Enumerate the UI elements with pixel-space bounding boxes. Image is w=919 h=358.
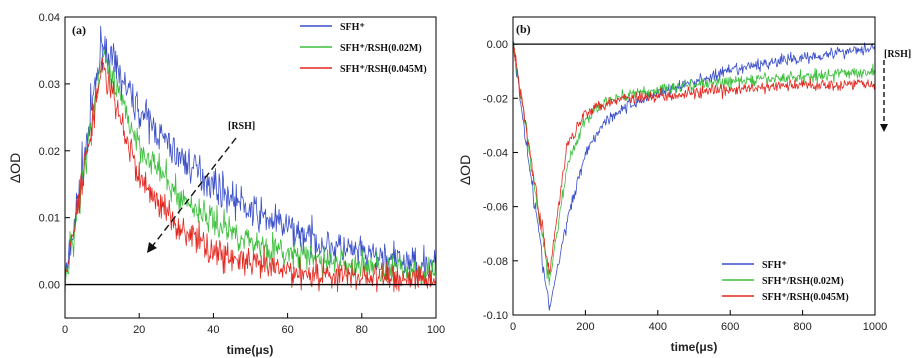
panel-b-legend: SFH⁺ SFH⁺/RSH(0.02M) SFH⁺/RSH(0.045M) [722,260,849,303]
panel-b-rsh-label: [RSH] [884,49,911,60]
panel-a-frame [64,16,437,319]
panel-b-x-tick-label: 0 [510,321,516,333]
panel-a-x-tick-label: 80 [356,324,368,336]
panel-b-series-line-0 [513,41,875,311]
panel-b-annotation: [RSH] [880,49,911,132]
panel-a-x-tick-label: 100 [427,324,445,336]
panel-b-y-tick-label: -0.10 [483,310,508,322]
panel-b-y-tick-label: -0.08 [483,256,508,268]
panel-b-frame [512,16,876,316]
panel-b-x-tick-label: 800 [793,321,811,333]
panel-a-x-tick-label: 60 [281,324,293,336]
panel-b-x-axis-title: time(μs) [671,340,718,354]
panel-a-series-group [65,25,436,297]
panel-a-y-tick-label: 0.00 [39,280,60,292]
panel-b-y-tick-label: -0.06 [483,202,508,214]
panel-a-series-line-0 [65,25,436,297]
panel-b: 0 200 400 600 800 1000 0.00 -0.02 -0.04 -0.06 -0.0… [457,16,911,354]
panel-b-legend-label-1: SFH⁺/RSH(0.02M) [762,276,844,287]
panel-b-rsh-arrowhead [880,124,888,132]
panel-a-axes: 0 20 40 60 80 100 0.00 0.01 0.02 0.03 0.04 [39,12,446,336]
panel-a-rsh-arrow [150,137,237,249]
panel-a-series-line-1 [65,49,436,287]
panel-a-x-tick-label: 40 [207,324,219,336]
panel-a-y-axis-title: ΔOD [7,153,23,183]
panel-a: 0 20 40 60 80 100 0.00 0.01 0.02 0.03 0.04 (a) tim… [7,12,445,357]
panel-a-x-axis-title: time(μs) [227,343,274,357]
panel-b-x-tick-label: 400 [649,321,667,333]
panel-b-axes: 0 200 400 600 800 1000 0.00 -0.02 -0.04 -0.06 -0.0… [483,16,887,333]
panel-a-rsh-label: [RSH] [228,121,255,132]
panel-b-x-tick-label: 1000 [863,321,887,333]
panel-a-y-tick-label: 0.01 [39,213,60,225]
panel-b-legend-label-0: SFH⁺ [762,260,787,271]
panel-b-x-tick-label: 600 [721,321,739,333]
panel-a-legend-label-1: SFH⁺/RSH(0.02M) [340,43,422,54]
panel-b-y-tick-label: -0.04 [483,147,508,159]
panel-b-series-line-1 [513,43,875,286]
panel-a-legend-label-2: SFH⁺/RSH(0.045M) [340,64,427,75]
panel-b-y-tick-label: -0.02 [483,93,508,105]
panel-b-legend-label-2: SFH⁺/RSH(0.045M) [762,292,849,303]
panel-a-legend: SFH⁺ SFH⁺/RSH(0.02M) SFH⁺/RSH(0.045M) [300,22,427,75]
panel-a-annotation: [RSH] [147,121,255,253]
panel-b-series-group [513,41,875,311]
panel-a-x-tick-label: 0 [62,324,68,336]
panel-b-series-line-2 [513,43,875,275]
panel-a-y-tick-label: 0.02 [39,146,60,158]
panel-a-rsh-arrowhead [147,242,157,253]
panel-a-legend-label-0: SFH⁺ [340,22,365,33]
panel-b-y-axis-title: ΔOD [457,155,473,185]
panel-a-series-line-2 [65,57,436,293]
panel-a-y-tick-label: 0.03 [39,79,60,91]
panel-a-x-tick-label: 20 [133,324,145,336]
panel-b-y-tick-label: 0.00 [487,39,508,51]
panel-b-label: (b) [516,22,531,36]
panel-b-x-tick-label: 200 [576,321,594,333]
panel-a-y-tick-label: 0.04 [39,12,60,24]
panel-a-label: (a) [72,23,86,37]
